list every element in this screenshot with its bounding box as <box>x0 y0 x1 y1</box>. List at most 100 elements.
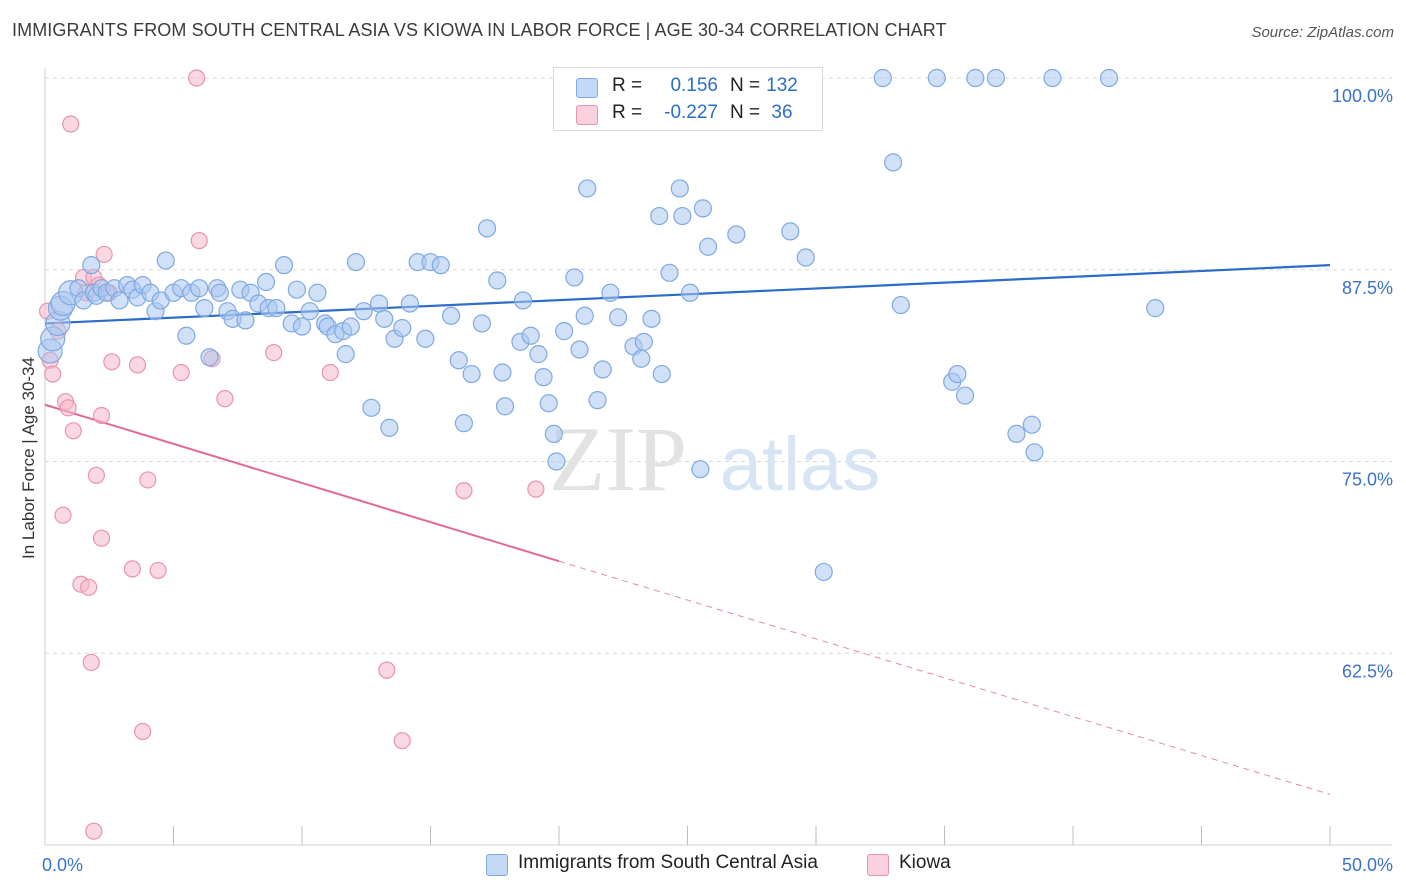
immigrant-point <box>200 348 219 367</box>
immigrant-point <box>883 153 903 172</box>
immigrant-point <box>431 256 450 275</box>
immigrant-point <box>670 179 689 198</box>
immigrant-point <box>454 414 474 433</box>
kiowa-point <box>59 399 77 417</box>
kiowa-points <box>38 69 545 840</box>
immigrant-point <box>1025 443 1044 462</box>
legend-label: Immigrants from South Central Asia <box>518 852 818 873</box>
immigrant-point <box>727 225 746 244</box>
immigrant-point <box>547 452 566 471</box>
immigrant-point <box>634 332 653 351</box>
grid-lines <box>45 77 1392 654</box>
correlation-legend: R = 0.156 N = 132 R = -0.227 N = 36 <box>553 67 823 131</box>
series-legend: Immigrants from South Central Asia Kiowa <box>0 851 1406 879</box>
immigrant-point <box>948 364 967 384</box>
x-tick-label: 0.0% <box>42 855 83 875</box>
immigrant-point <box>1146 299 1165 318</box>
immigrant-point <box>274 256 294 275</box>
immigrant-point <box>814 562 833 582</box>
kiowa-point <box>95 245 113 264</box>
immigrant-points <box>37 68 1165 582</box>
immigrant-point <box>472 314 491 333</box>
legend-row-kiowa: R = -0.227 N = 36 <box>554 100 822 128</box>
immigrant-point <box>1022 415 1041 434</box>
kiowa-point <box>64 422 82 440</box>
kiowa-point <box>85 822 103 840</box>
n-label: N = <box>730 75 761 96</box>
kiowa-point <box>321 363 339 382</box>
immigrant-point <box>341 317 360 336</box>
immigrant-point <box>698 237 718 256</box>
legend-swatch-blue <box>486 854 508 876</box>
kiowa-point <box>172 363 190 382</box>
immigrant-point <box>354 302 373 321</box>
immigrant-point <box>190 279 209 298</box>
kiowa-point <box>378 661 396 679</box>
tick-labels: 100.0% 87.5% 75.0% 62.5% 0.0% 50.0% <box>42 86 1393 875</box>
kiowa-point <box>62 115 80 133</box>
immigrant-point <box>650 206 669 226</box>
kiowa-point <box>188 69 206 87</box>
immigrant-point <box>1043 68 1062 88</box>
y-tick-label: 62.5% <box>1342 661 1393 681</box>
n-label: N = <box>730 102 761 123</box>
kiowa-point <box>44 365 62 383</box>
immigrant-point <box>441 306 461 325</box>
immigrant-point <box>891 295 910 315</box>
immigrant-point <box>593 360 612 379</box>
immigrant-point <box>529 345 548 364</box>
immigrant-point <box>609 308 628 327</box>
immigrant-point <box>336 345 355 364</box>
immigrant-point <box>493 363 512 382</box>
watermark-zip: ZIP <box>549 408 687 510</box>
kiowa-point <box>149 561 167 580</box>
legend-swatch-pink <box>576 105 598 125</box>
immigrant-point <box>632 349 651 368</box>
immigrant-point <box>513 291 533 310</box>
kiowa-point <box>190 232 208 250</box>
immigrant-point <box>488 271 507 290</box>
immigrant-point <box>1007 424 1026 443</box>
kiowa-point <box>87 466 106 484</box>
immigrant-point <box>578 179 597 198</box>
immigrant-point <box>673 206 692 226</box>
immigrant-point <box>1099 68 1119 88</box>
immigrant-point <box>292 317 312 336</box>
legend-label: Kiowa <box>899 852 951 873</box>
y-axis-label: In Labor Force | Age 30-34 <box>19 357 38 559</box>
x-tick-label: 50.0% <box>1342 855 1393 875</box>
immigrant-point <box>781 222 800 241</box>
kiowa-point <box>393 732 411 750</box>
immigrant-point <box>796 248 815 267</box>
immigrant-point <box>495 397 515 416</box>
kiowa-point <box>134 722 152 741</box>
immigrant-point <box>256 272 276 292</box>
r-label: R = <box>612 102 643 123</box>
y-tick-label: 87.5% <box>1342 278 1393 298</box>
r-label: R = <box>612 75 643 96</box>
immigrant-point <box>588 391 607 410</box>
kiowa-point <box>54 506 72 524</box>
immigrant-point <box>477 219 497 238</box>
immigrant-point <box>642 309 661 328</box>
immigrant-point <box>375 309 394 328</box>
r-value: -0.227 <box>664 102 718 123</box>
immigrant-point <box>534 368 553 387</box>
immigrant-point <box>986 68 1006 88</box>
immigrant-point <box>544 424 563 443</box>
immigrant-point <box>521 326 540 345</box>
kiowa-point <box>80 578 98 596</box>
legend-swatch-blue <box>576 78 598 98</box>
immigrant-point <box>236 311 255 330</box>
legend-row-immigrants: R = 0.156 N = 132 <box>554 73 822 101</box>
immigrant-point <box>400 294 420 313</box>
source-credit: Source: ZipAtlas.com <box>1251 24 1394 41</box>
kiowa-point <box>123 560 141 578</box>
kiowa-point <box>527 480 545 498</box>
kiowa-point <box>92 406 111 425</box>
immigrant-point <box>156 251 175 270</box>
watermark-atlas: atlas <box>720 422 881 507</box>
trend-lines <box>44 264 1331 795</box>
immigrant-point <box>362 398 381 417</box>
